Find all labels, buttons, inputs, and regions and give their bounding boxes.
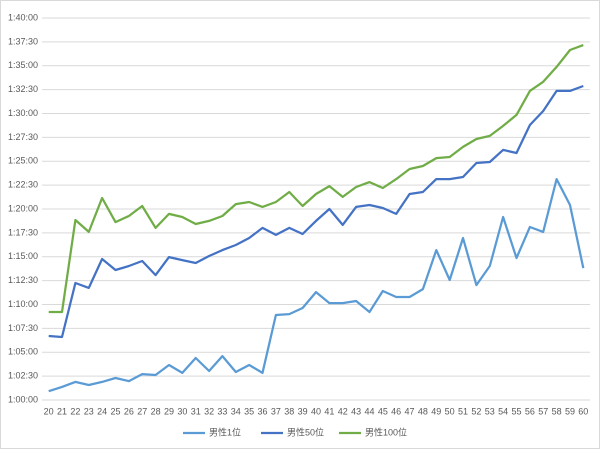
x-tick-label: 30 <box>177 406 187 416</box>
x-tick-label: 27 <box>137 406 147 416</box>
x-tick-label: 25 <box>111 406 121 416</box>
y-tick-label: 1:27:30 <box>8 132 38 142</box>
x-tick-label: 44 <box>364 406 374 416</box>
y-tick-label: 1:25:00 <box>8 156 38 166</box>
y-tick-label: 1:37:30 <box>8 36 38 46</box>
x-tick-label: 33 <box>217 406 227 416</box>
x-tick-label: 59 <box>565 406 575 416</box>
x-tick-label: 39 <box>298 406 308 416</box>
x-tick-label: 26 <box>124 406 134 416</box>
y-tick-label: 1:40:00 <box>8 12 38 22</box>
y-tick-label: 1:30:00 <box>8 108 38 118</box>
series-line <box>48 84 584 339</box>
x-tick-label: 52 <box>471 406 481 416</box>
x-tick-label: 22 <box>70 406 80 416</box>
x-tick-label: 31 <box>191 406 201 416</box>
series-line <box>48 177 585 393</box>
x-tick-label: 53 <box>485 406 495 416</box>
y-tick-label: 1:15:00 <box>8 251 38 261</box>
y-tick-label: 1:12:30 <box>8 275 38 285</box>
x-tick-label: 42 <box>338 406 348 416</box>
legend-label: 男性50位 <box>287 426 324 437</box>
x-tick-label: 50 <box>445 406 455 416</box>
x-tick-label: 57 <box>538 406 548 416</box>
x-tick-label: 60 <box>578 406 588 416</box>
x-tick-label: 56 <box>525 406 535 416</box>
legend-label: 男性1位 <box>209 426 241 437</box>
x-tick-label: 32 <box>204 406 214 416</box>
y-tick-label: 1:10:00 <box>8 299 38 309</box>
y-tick-label: 1:32:30 <box>8 84 38 94</box>
y-tick-label: 1:02:30 <box>8 371 38 381</box>
x-tick-label: 46 <box>391 406 401 416</box>
y-tick-label: 1:00:00 <box>8 394 38 404</box>
x-tick-label: 37 <box>271 406 281 416</box>
legend-label: 男性100位 <box>365 426 407 437</box>
x-tick-label: 23 <box>84 406 94 416</box>
y-tick-label: 1:20:00 <box>8 203 38 213</box>
x-tick-label: 35 <box>244 406 254 416</box>
x-tick-label: 47 <box>405 406 415 416</box>
x-tick-label: 43 <box>351 406 361 416</box>
x-tick-label: 21 <box>57 406 67 416</box>
y-tick-label: 1:35:00 <box>8 60 38 70</box>
x-tick-label: 29 <box>164 406 174 416</box>
x-tick-label: 34 <box>231 406 241 416</box>
series-line <box>48 44 584 314</box>
x-tick-label: 24 <box>97 406 107 416</box>
x-tick-label: 49 <box>431 406 441 416</box>
x-tick-label: 54 <box>498 406 508 416</box>
x-tick-label: 36 <box>258 406 268 416</box>
x-tick-label: 28 <box>151 406 161 416</box>
x-tick-label: 40 <box>311 406 321 416</box>
y-tick-label: 1:05:00 <box>8 347 38 357</box>
y-tick-label: 1:07:30 <box>8 323 38 333</box>
x-tick-label: 41 <box>324 406 334 416</box>
x-tick-label: 51 <box>458 406 468 416</box>
x-tick-label: 20 <box>44 406 54 416</box>
x-tick-label: 45 <box>378 406 388 416</box>
x-tick-label: 58 <box>552 406 562 416</box>
x-tick-label: 38 <box>284 406 294 416</box>
y-tick-label: 1:17:30 <box>8 227 38 237</box>
y-tick-label: 1:22:30 <box>8 180 38 190</box>
x-tick-label: 55 <box>511 406 521 416</box>
x-tick-label: 48 <box>418 406 428 416</box>
